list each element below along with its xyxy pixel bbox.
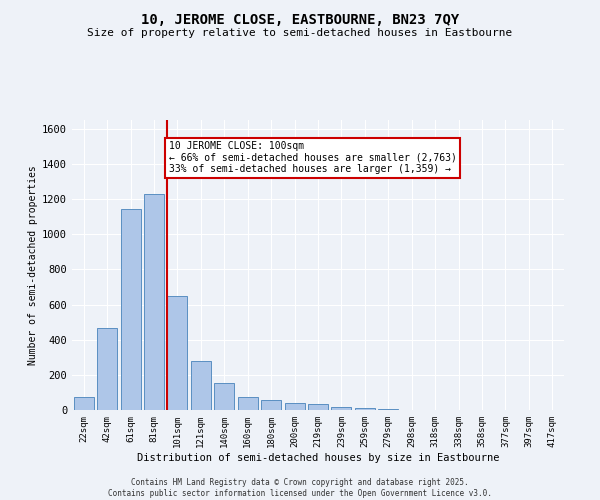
Bar — [121, 209, 140, 410]
Bar — [238, 397, 257, 410]
Y-axis label: Number of semi-detached properties: Number of semi-detached properties — [28, 165, 38, 365]
Bar — [331, 407, 352, 410]
Bar — [261, 400, 281, 410]
Bar — [167, 296, 187, 410]
Bar — [214, 383, 234, 410]
Bar — [191, 361, 211, 410]
Text: Size of property relative to semi-detached houses in Eastbourne: Size of property relative to semi-detach… — [88, 28, 512, 38]
Bar — [308, 404, 328, 410]
Bar — [144, 194, 164, 410]
Bar — [74, 397, 94, 410]
X-axis label: Distribution of semi-detached houses by size in Eastbourne: Distribution of semi-detached houses by … — [137, 452, 499, 462]
Bar — [97, 328, 117, 410]
Bar — [355, 408, 375, 410]
Text: Contains HM Land Registry data © Crown copyright and database right 2025.
Contai: Contains HM Land Registry data © Crown c… — [108, 478, 492, 498]
Bar — [379, 409, 398, 410]
Text: 10, JEROME CLOSE, EASTBOURNE, BN23 7QY: 10, JEROME CLOSE, EASTBOURNE, BN23 7QY — [141, 12, 459, 26]
Bar — [284, 402, 305, 410]
Text: 10 JEROME CLOSE: 100sqm
← 66% of semi-detached houses are smaller (2,763)
33% of: 10 JEROME CLOSE: 100sqm ← 66% of semi-de… — [169, 141, 457, 174]
